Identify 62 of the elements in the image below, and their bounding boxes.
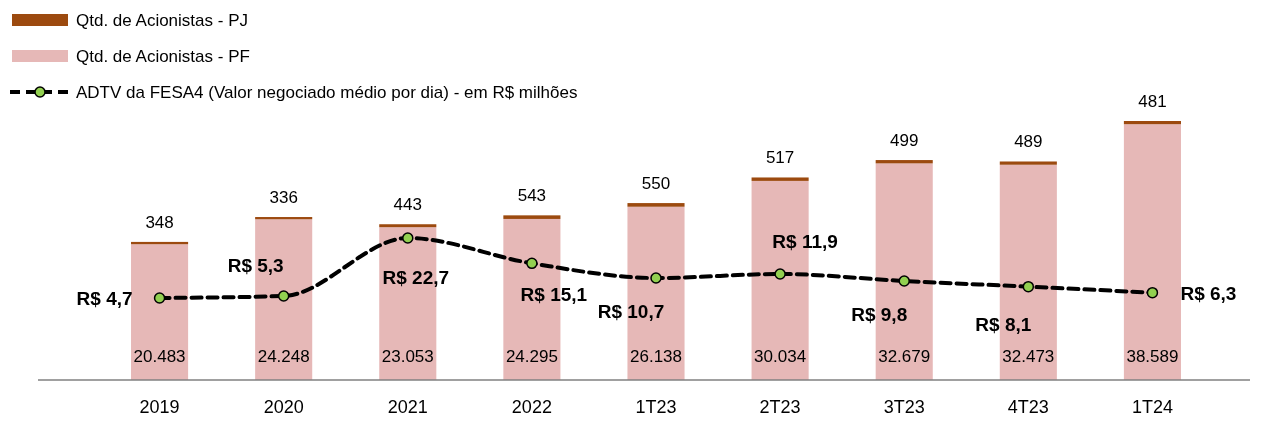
x-tick-label: 2022	[511, 397, 552, 417]
x-tick-label: 3T23	[883, 397, 925, 417]
data-label: 23.053	[381, 347, 434, 366]
data-label: 481	[1138, 92, 1167, 111]
bar	[999, 161, 1057, 165]
legend-label: Qtd. de Acionistas - PJ	[76, 11, 248, 30]
bar	[1123, 121, 1181, 125]
point	[277, 290, 290, 302]
bar	[379, 224, 437, 228]
bar	[627, 206, 685, 380]
x-tick-label: 1T24	[1131, 397, 1173, 417]
legend-label: Qtd. de Acionistas - PF	[76, 47, 250, 66]
data-label: 24.295	[505, 347, 558, 366]
data-label: R$ 9,8	[851, 304, 908, 325]
data-label: 550	[641, 174, 671, 194]
data-label: R$ 8,1	[975, 313, 1032, 335]
bar	[131, 244, 189, 380]
data-label: R$ 4,7	[76, 288, 133, 309]
data-label: 24.248	[257, 347, 310, 366]
data-label: 543	[517, 186, 547, 206]
data-label: 30.034	[754, 347, 807, 366]
point	[1146, 286, 1159, 299]
bar	[503, 215, 561, 219]
data-label: R$ 5,3	[227, 255, 284, 276]
x-tick-label: 2020	[263, 397, 304, 417]
x-tick-label: 2021	[387, 397, 428, 417]
data-label: 336	[269, 188, 298, 208]
data-label: 348	[145, 212, 174, 232]
bar	[875, 163, 933, 380]
data-label: 32.679	[878, 347, 931, 366]
point	[402, 232, 414, 244]
data-label: 38.589	[1126, 347, 1179, 366]
point	[774, 268, 786, 280]
x-tick-label: 4T23	[1007, 397, 1049, 417]
data-label: 26.138	[630, 347, 682, 366]
data-label: 489	[1014, 132, 1043, 152]
point	[650, 272, 662, 284]
x-tick-label: 2019	[139, 397, 180, 417]
x-tick-label: 2T23	[759, 397, 801, 417]
point	[898, 275, 910, 287]
bar	[999, 164, 1057, 380]
bar	[627, 203, 685, 207]
legend-label: ADTV da FESA4 (Valor negociado médio por dia) - em R$ milhões	[76, 83, 578, 102]
point	[526, 257, 538, 270]
data-label: R$ 11,9	[772, 231, 838, 252]
bar	[255, 217, 313, 220]
bar	[875, 160, 933, 164]
point	[1022, 280, 1035, 293]
data-label: 499	[890, 131, 919, 151]
data-label: R$ 15,1	[520, 284, 588, 306]
data-label: 443	[393, 195, 422, 215]
data-label: R$ 22,7	[382, 267, 450, 288]
bar	[1123, 124, 1181, 380]
x-tick-label: 1T23	[635, 397, 677, 417]
data-label: 20.483	[133, 347, 186, 366]
bar	[255, 219, 313, 380]
data-label: 32.473	[1002, 347, 1055, 366]
data-label: R$ 10,7	[597, 301, 665, 322]
bar	[751, 177, 809, 181]
point	[153, 292, 166, 304]
data-label: 517	[765, 148, 795, 168]
data-label: R$ 6,3	[1180, 282, 1237, 304]
